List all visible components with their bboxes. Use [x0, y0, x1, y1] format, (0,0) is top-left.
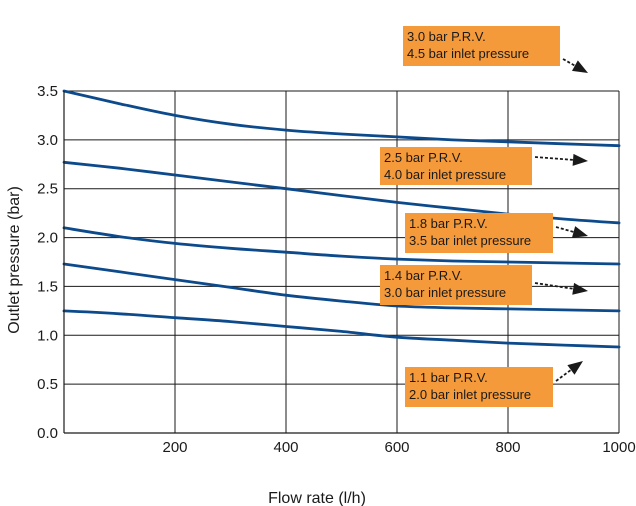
annotation-arrow-head-0 [571, 60, 588, 73]
series-line-2 [62, 226, 621, 266]
x-tick-label-3: 800 [495, 439, 520, 456]
annotation-text-0-0: 3.0 bar P.R.V. [407, 29, 486, 44]
annotation-arrow-line-0 [562, 58, 576, 67]
series-line-4 [62, 309, 621, 349]
annotation-box-4 [405, 367, 553, 407]
x-axis-title: Flow rate (l/h) [268, 490, 366, 506]
annotation-box-0 [403, 26, 560, 66]
annotation-box-3 [380, 265, 532, 305]
annotation-text-2-0: 1.8 bar P.R.V. [409, 216, 488, 231]
annotation-arrow-head-1 [572, 153, 588, 166]
x-tick-label-1: 400 [273, 439, 298, 456]
annotation-text-0-1: 4.5 bar inlet pressure [407, 46, 529, 61]
y-tick-label-1: 0.5 [37, 376, 58, 393]
y-axis-title: Outlet pressure (bar) [6, 186, 23, 334]
annotation-text-3-0: 1.4 bar P.R.V. [384, 268, 463, 283]
y-tick-label-4: 2.0 [37, 230, 58, 247]
annotation-text-2-1: 3.5 bar inlet pressure [409, 233, 531, 248]
y-tick-label-3: 1.5 [37, 278, 58, 295]
y-tick-label-7: 3.5 [37, 83, 58, 100]
x-tick-label-0: 200 [162, 439, 187, 456]
y-tick-label-5: 2.5 [37, 181, 58, 198]
series-annotations: 3.0 bar P.R.V. 4.5 bar inlet pressure 2.5 … [380, 26, 588, 407]
annotation-4: 1.1 bar P.R.V. 2.0 bar inlet pressure [405, 361, 583, 407]
annotation-arrow-line-4 [555, 369, 572, 382]
annotation-arrow-line-3 [534, 282, 574, 290]
y-tick-labels: 0.0 0.5 1.0 1.5 2.0 2.5 3.0 3.5 [37, 83, 58, 442]
series-line-3 [62, 262, 621, 313]
annotation-text-1-0: 2.5 bar P.R.V. [384, 150, 463, 165]
annotation-box-1 [380, 147, 532, 185]
y-tick-label-6: 3.0 [37, 132, 58, 149]
annotation-arrow-head-2 [571, 226, 588, 238]
x-tick-label-4: 1000 [602, 439, 635, 456]
annotation-3: 1.4 bar P.R.V. 3.0 bar inlet pressure [380, 265, 588, 305]
annotation-text-1-1: 4.0 bar inlet pressure [384, 167, 506, 182]
plot-frame [63, 91, 619, 434]
annotation-arrow-line-1 [534, 156, 574, 161]
annotation-text-4-0: 1.1 bar P.R.V. [409, 370, 488, 385]
annotation-text-3-1: 3.0 bar inlet pressure [384, 285, 506, 300]
x-tick-label-2: 600 [384, 439, 409, 456]
annotation-2: 1.8 bar P.R.V. 3.5 bar inlet pressure [405, 213, 588, 253]
annotation-box-2 [405, 213, 553, 253]
y-tick-label-0: 0.0 [37, 425, 58, 442]
annotation-arrow-line-2 [555, 226, 574, 233]
annotation-arrow-head-3 [572, 282, 588, 295]
annotation-arrow-head-4 [567, 361, 583, 375]
annotation-text-4-1: 2.0 bar inlet pressure [409, 387, 531, 402]
annotation-0: 3.0 bar P.R.V. 4.5 bar inlet pressure [403, 26, 588, 73]
y-tick-label-2: 1.0 [37, 327, 58, 344]
annotation-1: 2.5 bar P.R.V. 4.0 bar inlet pressure [380, 147, 588, 185]
series-line-0 [62, 89, 621, 148]
x-tick-labels: 200 400 600 800 1000 [162, 439, 635, 456]
